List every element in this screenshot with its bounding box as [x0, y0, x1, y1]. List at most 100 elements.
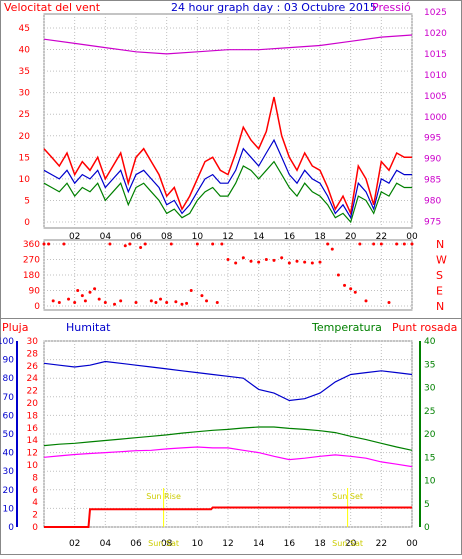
rain-tick: 70	[3, 393, 15, 403]
direction-point	[189, 289, 193, 292]
direction-point	[234, 261, 238, 265]
compass-label: W	[436, 254, 447, 267]
direction-point	[353, 290, 357, 294]
rain-tick: 40	[3, 449, 15, 459]
direction-point	[139, 245, 143, 249]
wind-speed-tick: 30	[19, 89, 31, 99]
x-tick-label: 00	[406, 232, 418, 242]
temperature-tick: 0	[424, 523, 430, 533]
direction-point	[195, 242, 199, 246]
direction-point	[76, 289, 80, 292]
x-tick-label: 18	[314, 232, 326, 242]
series-dewpoint-line	[43, 446, 413, 468]
rain-tick: 20	[3, 486, 15, 496]
direction-point	[249, 259, 253, 263]
humidity-tick: 0	[32, 523, 38, 533]
humidity-tick: 8	[32, 473, 38, 483]
x-tick-label: 06	[130, 232, 142, 242]
direction-point	[257, 260, 261, 264]
direction-point	[134, 301, 138, 305]
direction-point	[220, 242, 224, 246]
direction-point	[318, 260, 322, 264]
direction-point	[93, 287, 97, 291]
direction-point	[211, 242, 215, 246]
direction-point	[358, 242, 362, 246]
series-low-line	[43, 160, 412, 224]
temperature-tick: 20	[424, 430, 436, 440]
wind-speed-tick: 5	[24, 196, 30, 206]
humidity-tick: 28	[27, 349, 39, 359]
direction-point	[123, 244, 127, 248]
x-tick-label: 14	[253, 232, 265, 242]
temperature-tick: 30	[424, 384, 436, 394]
x-tick-label: 12	[222, 539, 233, 549]
direction-point	[330, 247, 334, 251]
direction-point	[410, 242, 414, 246]
pressure-tick: 1020	[424, 29, 447, 39]
pressure-tick: 1015	[424, 50, 447, 60]
direction-point	[336, 273, 340, 277]
wind-speed-tick: 25	[19, 110, 30, 120]
series-pressure-line	[43, 34, 413, 55]
x-tick-label: 06	[130, 539, 142, 549]
wind-direction-chart: 360 N 270 W 180 S 90 E 0 N	[23, 238, 447, 313]
temperature-title: Temperatura	[311, 321, 382, 334]
series-rain-line	[44, 506, 412, 528]
direction-point	[88, 290, 92, 294]
rain-tick: 100	[0, 337, 14, 347]
direction-point	[62, 242, 66, 246]
pressure-tick: 975	[424, 218, 441, 228]
direction-point	[310, 261, 314, 265]
direction-tick: 360	[23, 240, 40, 250]
wind-speed-tick: 0	[24, 218, 30, 228]
x-tick-label: 10	[192, 539, 204, 549]
x-tick-label: 08	[161, 232, 173, 242]
humidity-tick: 16	[27, 424, 39, 434]
direction-point	[272, 258, 276, 262]
direction-point	[149, 299, 153, 303]
temperature-tick: 35	[424, 360, 435, 370]
humidity-tick: 14	[27, 436, 39, 446]
pressure-tick: 995	[424, 134, 441, 144]
temperature-tick: 10	[424, 477, 436, 487]
sun-marker-label: Sun Set	[332, 492, 363, 501]
humidity-tick: 12	[27, 449, 38, 459]
direction-point	[80, 294, 84, 298]
rain-tick: 90	[3, 356, 15, 366]
direction-point	[51, 299, 55, 303]
series-temperature-line	[43, 426, 413, 451]
rain-tick: 50	[3, 430, 15, 440]
humidity-tick: 22	[27, 387, 38, 397]
x-tick-label: 08	[161, 539, 173, 549]
direction-point	[241, 256, 245, 260]
direction-point	[119, 299, 123, 303]
humidity-tick: 20	[27, 399, 39, 409]
direction-point	[185, 301, 189, 305]
x-tick-label: 00	[406, 539, 418, 549]
humidity-tick: 18	[27, 411, 39, 421]
temperature-tick: 40	[424, 337, 436, 347]
direction-point	[395, 242, 399, 246]
direction-point	[379, 242, 383, 246]
pressure-tick: 980	[424, 197, 441, 207]
humidity-title: Humitat	[66, 321, 111, 334]
direction-point	[67, 297, 71, 301]
pressure-tick: 985	[424, 176, 441, 186]
direction-point	[226, 258, 230, 261]
direction-tick: 90	[29, 287, 41, 297]
humidity-tick: 10	[27, 461, 39, 471]
series-average-line	[43, 138, 412, 220]
pressure-tick: 1005	[424, 92, 447, 102]
direction-tick: 0	[34, 302, 40, 312]
direction-point	[280, 256, 284, 260]
direction-point	[205, 299, 209, 303]
direction-point	[169, 242, 173, 246]
x-tick-label: 18	[314, 539, 326, 549]
direction-tick: 270	[23, 256, 40, 266]
compass-label: S	[436, 269, 443, 282]
direction-point	[402, 242, 406, 246]
direction-point	[165, 301, 169, 305]
temperature-tick: 5	[424, 500, 430, 510]
x-tick-label: 20	[345, 539, 357, 549]
